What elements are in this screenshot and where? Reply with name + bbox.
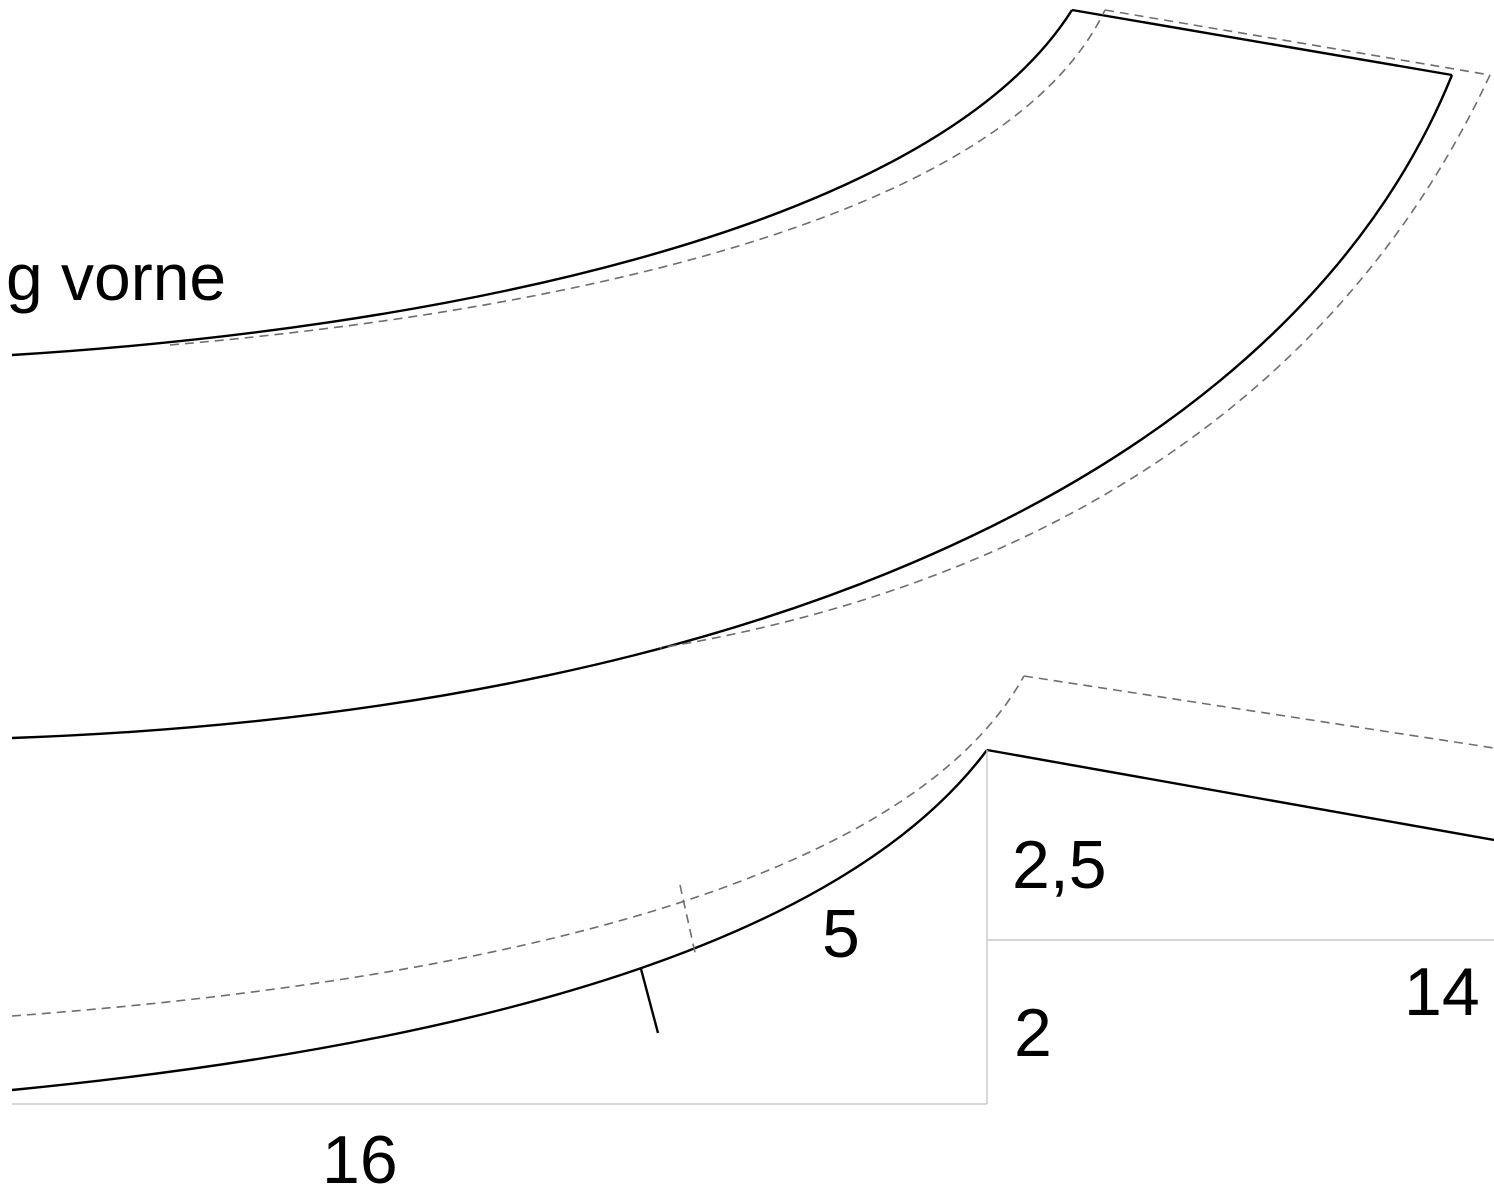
- lower-piece-curved-seam-allowance: [11, 675, 1025, 1017]
- dimension-label-5: 5: [822, 896, 860, 972]
- upper-piece-top-cut-line: [11, 9, 1074, 357]
- labels: g vorne 2,5 5 2 14 16: [6, 240, 1480, 1198]
- dimension-label-2-5: 2,5: [1012, 827, 1107, 903]
- lower-piece-curved-cut-line: [11, 749, 988, 1092]
- upper-piece-end-seam-allowance: [1104, 9, 1491, 76]
- upper-piece-top-seam-allowance: [169, 9, 1106, 346]
- dimension-label-14: 14: [1404, 954, 1480, 1030]
- upper-piece-end-cut-line: [1071, 8, 1453, 77]
- upper-pattern-piece: [11, 8, 1491, 740]
- lower-piece-top-seam-allowance: [1023, 675, 1494, 749]
- measurement-guides: [12, 750, 1494, 1105]
- lower-pattern-piece: [11, 675, 1494, 1092]
- notch-mark: [639, 968, 660, 1034]
- dimension-label-16: 16: [322, 1122, 398, 1198]
- seam-allowance-cross-mark: [679, 884, 697, 958]
- dimension-label-2: 2: [1014, 995, 1052, 1071]
- upper-piece-side-seam-allowance: [659, 74, 1491, 649]
- piece-label: g vorne: [6, 240, 226, 314]
- lower-piece-top-cut-line: [986, 748, 1494, 842]
- upper-piece-bottom-cut-line: [11, 74, 1454, 740]
